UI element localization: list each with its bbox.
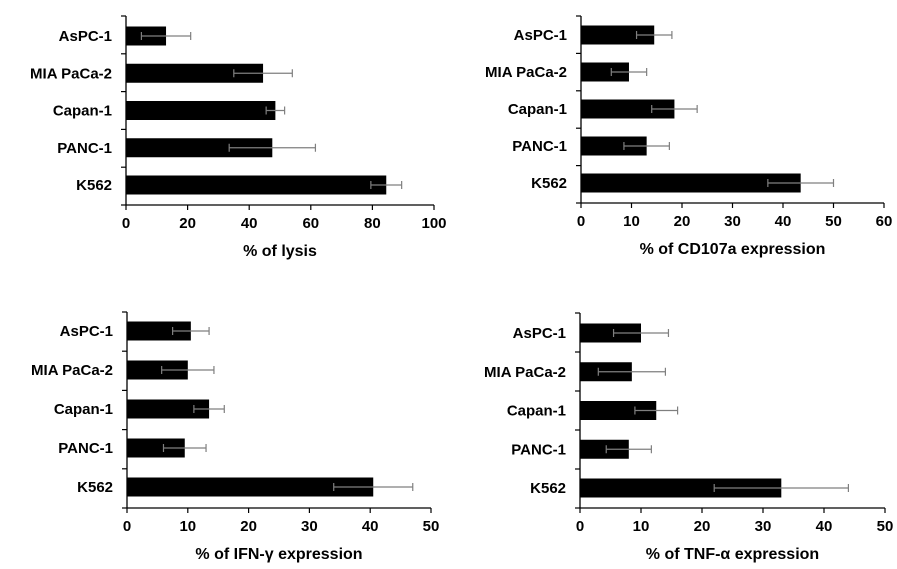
x-axis-title: % of CD107a expression bbox=[640, 241, 826, 258]
x-tick-label: 30 bbox=[724, 213, 741, 230]
x-tick-label: 0 bbox=[576, 518, 584, 535]
x-tick-label: 0 bbox=[122, 215, 130, 232]
chart-panel-cd107a: 0 10 20 30 40 50 60 % of CD107a expression AsPC-… bbox=[485, 15, 893, 258]
x-tick-label: 80 bbox=[364, 215, 381, 232]
category-label: Capan-1 bbox=[507, 403, 566, 420]
category-label: MIA PaCa-2 bbox=[30, 65, 112, 82]
x-tick-label: 30 bbox=[301, 518, 318, 535]
category-label: K562 bbox=[530, 480, 566, 497]
category-label: Capan-1 bbox=[508, 101, 567, 118]
category-label: AsPC-1 bbox=[514, 27, 567, 44]
x-tick-label: 40 bbox=[362, 518, 379, 535]
x-tick-label: 0 bbox=[123, 518, 131, 535]
x-tick-label: 30 bbox=[755, 518, 772, 535]
x-tick-label: 50 bbox=[877, 518, 894, 535]
bar bbox=[580, 439, 629, 459]
bar bbox=[126, 101, 276, 120]
chart-panel-lysis: 0 20 40 60 80 100 % of lysis AsPC-1 MIA PaCa-2 Ca… bbox=[30, 15, 447, 260]
category-label: PANC-1 bbox=[57, 140, 112, 157]
category-label: Capan-1 bbox=[53, 103, 112, 120]
category-label: AsPC-1 bbox=[59, 28, 112, 45]
bar bbox=[580, 478, 782, 498]
bar bbox=[127, 360, 188, 380]
x-tick-label: 50 bbox=[423, 518, 440, 535]
chart-panel-tnf-alpha: 0 10 20 30 40 50 % of TNF-α expression AsPC-1 MI… bbox=[484, 312, 894, 563]
x-tick-label: 20 bbox=[674, 213, 691, 230]
x-axis-title: % of TNF-α expression bbox=[646, 546, 819, 563]
x-tick-label: 20 bbox=[694, 518, 711, 535]
x-tick-label: 60 bbox=[876, 213, 893, 230]
x-tick-label: 0 bbox=[577, 213, 585, 230]
bar bbox=[127, 438, 185, 458]
x-tick-label: 40 bbox=[816, 518, 833, 535]
x-tick-label: 100 bbox=[421, 215, 446, 232]
bar bbox=[581, 173, 801, 193]
bar bbox=[127, 399, 210, 419]
x-tick-label: 60 bbox=[302, 215, 319, 232]
category-label: K562 bbox=[77, 479, 113, 496]
category-label: MIA PaCa-2 bbox=[31, 362, 113, 379]
bar bbox=[581, 25, 655, 45]
x-tick-label: 40 bbox=[241, 215, 258, 232]
bar bbox=[581, 99, 675, 119]
category-label: AsPC-1 bbox=[60, 323, 113, 340]
x-axis-title: % of lysis bbox=[243, 243, 317, 260]
category-label: K562 bbox=[76, 177, 112, 194]
bar bbox=[126, 138, 273, 158]
category-label: PANC-1 bbox=[511, 441, 566, 458]
bar bbox=[127, 321, 191, 341]
chart-panel-ifn-gamma: 0 10 20 30 40 50 % of IFN-γ expression AsPC-1 MI… bbox=[31, 311, 440, 563]
x-tick-label: 40 bbox=[775, 213, 792, 230]
category-label: K562 bbox=[531, 175, 567, 192]
category-label: MIA PaCa-2 bbox=[485, 64, 567, 81]
x-tick-label: 10 bbox=[179, 518, 196, 535]
x-tick-label: 20 bbox=[179, 215, 196, 232]
bar bbox=[580, 401, 657, 420]
x-tick-label: 10 bbox=[623, 213, 640, 230]
x-axis-title: % of IFN-γ expression bbox=[195, 546, 362, 563]
category-label: MIA PaCa-2 bbox=[484, 364, 566, 381]
category-label: Capan-1 bbox=[54, 401, 113, 418]
bar bbox=[126, 175, 387, 195]
x-tick-label: 50 bbox=[825, 213, 842, 230]
bar bbox=[581, 62, 629, 82]
bar bbox=[127, 477, 374, 497]
x-tick-label: 20 bbox=[240, 518, 257, 535]
category-label: PANC-1 bbox=[512, 138, 567, 155]
category-label: AsPC-1 bbox=[513, 325, 566, 342]
x-tick-label: 10 bbox=[633, 518, 650, 535]
bar bbox=[580, 323, 641, 343]
category-label: PANC-1 bbox=[58, 440, 113, 457]
bar bbox=[126, 63, 264, 83]
bar bbox=[581, 136, 647, 156]
